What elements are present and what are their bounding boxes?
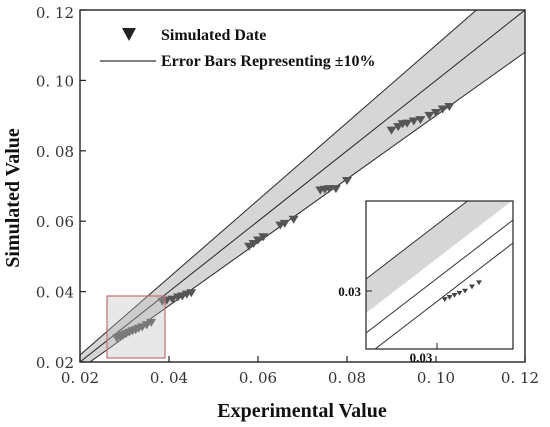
y-tick-label: 0. 08 <box>36 143 74 161</box>
data-point <box>386 126 397 135</box>
y-tick-label: 0. 10 <box>36 72 74 90</box>
y-axis-title: Simulated Value <box>2 128 24 268</box>
y-axis-ticks: 0. 02 0. 04 0. 06 0. 08 0. 10 0. 12 <box>36 4 86 372</box>
inset-frame <box>365 200 514 350</box>
y-tick-label: 0. 04 <box>36 284 74 302</box>
inset-error-band <box>366 201 512 313</box>
data-point <box>161 296 172 305</box>
x-tick-label: 0. 12 <box>501 369 539 387</box>
inset-y-tick-label: 0.03 <box>338 284 361 299</box>
inset-data-point <box>441 297 448 302</box>
inset-data-point <box>462 288 468 294</box>
legend-marker-label: Simulated Date <box>161 27 266 44</box>
inset-data-points <box>441 280 482 302</box>
data-point <box>431 109 441 118</box>
x-tick-label: 0. 06 <box>239 369 277 387</box>
data-point <box>288 215 299 224</box>
data-point <box>186 289 197 298</box>
data-point <box>253 236 263 245</box>
data-point <box>146 318 157 327</box>
data-point <box>330 185 341 194</box>
data-point <box>324 185 335 194</box>
x-axis-ticks: 0. 02 0. 04 0. 06 0. 08 0. 10 0. 12 <box>61 356 539 387</box>
inset-parity-line <box>366 219 513 334</box>
data-point <box>424 111 435 120</box>
data-points <box>111 103 455 343</box>
data-point <box>258 233 269 242</box>
inset-upper-line <box>366 201 469 280</box>
inset-data-point <box>469 284 475 290</box>
legend-marker-icon <box>122 28 136 41</box>
data-point <box>408 117 419 126</box>
inset-data-point <box>451 292 458 298</box>
data-point <box>342 176 352 185</box>
data-point <box>444 103 455 112</box>
inset-lower-line <box>374 242 513 349</box>
x-tick-label: 0. 08 <box>328 369 366 387</box>
legend: Simulated Date Error Bars Representing ±… <box>100 27 376 70</box>
inset-zoom-panel: 0.03 0.03 <box>338 200 514 365</box>
inset-data-point <box>476 280 482 286</box>
x-tick-label: 0. 10 <box>417 369 455 387</box>
x-tick-label: 0. 04 <box>150 369 188 387</box>
plot-frame <box>79 9 526 363</box>
data-point <box>167 295 178 304</box>
zoom-highlight-box <box>106 295 166 359</box>
data-point <box>248 239 259 248</box>
legend-line-label: Error Bars Representing ±10% <box>161 53 376 70</box>
data-point <box>437 105 448 114</box>
inset-data-point <box>456 290 463 296</box>
data-point <box>279 219 290 228</box>
y-tick-label: 0. 06 <box>36 213 74 231</box>
y-tick-label: 0. 12 <box>36 4 74 22</box>
x-axis-title: Experimental Value <box>217 400 387 422</box>
data-point <box>415 116 426 125</box>
x-tick-label: 0. 02 <box>61 369 99 387</box>
inset-x-tick-label: 0.03 <box>410 350 433 365</box>
y-tick-label: 0. 02 <box>36 354 74 372</box>
data-point <box>402 119 413 128</box>
inset-data-point <box>446 295 453 300</box>
